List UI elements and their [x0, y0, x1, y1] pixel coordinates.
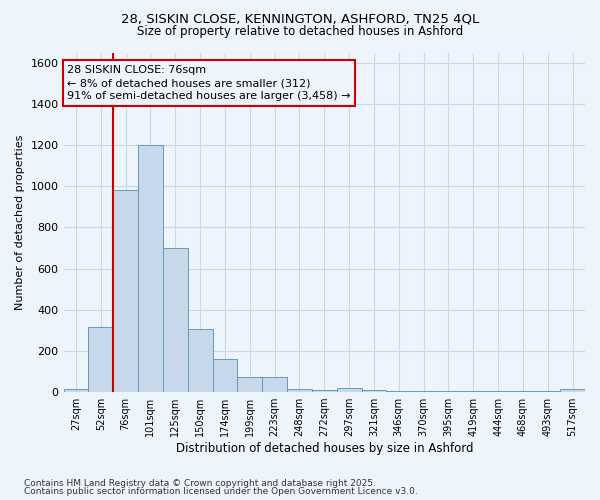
Bar: [560, 389, 585, 392]
Bar: [64, 389, 88, 392]
Bar: [287, 389, 312, 392]
Bar: [337, 388, 362, 392]
Bar: [138, 145, 163, 392]
Bar: [212, 359, 238, 392]
Text: 28 SISKIN CLOSE: 76sqm
← 8% of detached houses are smaller (312)
91% of semi-det: 28 SISKIN CLOSE: 76sqm ← 8% of detached …: [67, 65, 351, 101]
Bar: [312, 390, 337, 392]
Bar: [163, 248, 188, 392]
Bar: [535, 391, 560, 392]
Bar: [436, 391, 461, 392]
Bar: [113, 190, 138, 392]
Bar: [485, 391, 511, 392]
X-axis label: Distribution of detached houses by size in Ashford: Distribution of detached houses by size …: [176, 442, 473, 455]
Text: Contains HM Land Registry data © Crown copyright and database right 2025.: Contains HM Land Registry data © Crown c…: [24, 478, 376, 488]
Y-axis label: Number of detached properties: Number of detached properties: [15, 134, 25, 310]
Text: Size of property relative to detached houses in Ashford: Size of property relative to detached ho…: [137, 25, 463, 38]
Bar: [188, 330, 212, 392]
Bar: [461, 391, 485, 392]
Bar: [411, 391, 436, 392]
Bar: [262, 376, 287, 392]
Text: 28, SISKIN CLOSE, KENNINGTON, ASHFORD, TN25 4QL: 28, SISKIN CLOSE, KENNINGTON, ASHFORD, T…: [121, 12, 479, 26]
Bar: [386, 391, 411, 392]
Text: Contains public sector information licensed under the Open Government Licence v3: Contains public sector information licen…: [24, 487, 418, 496]
Bar: [511, 391, 535, 392]
Bar: [238, 376, 262, 392]
Bar: [362, 390, 386, 392]
Bar: [88, 328, 113, 392]
